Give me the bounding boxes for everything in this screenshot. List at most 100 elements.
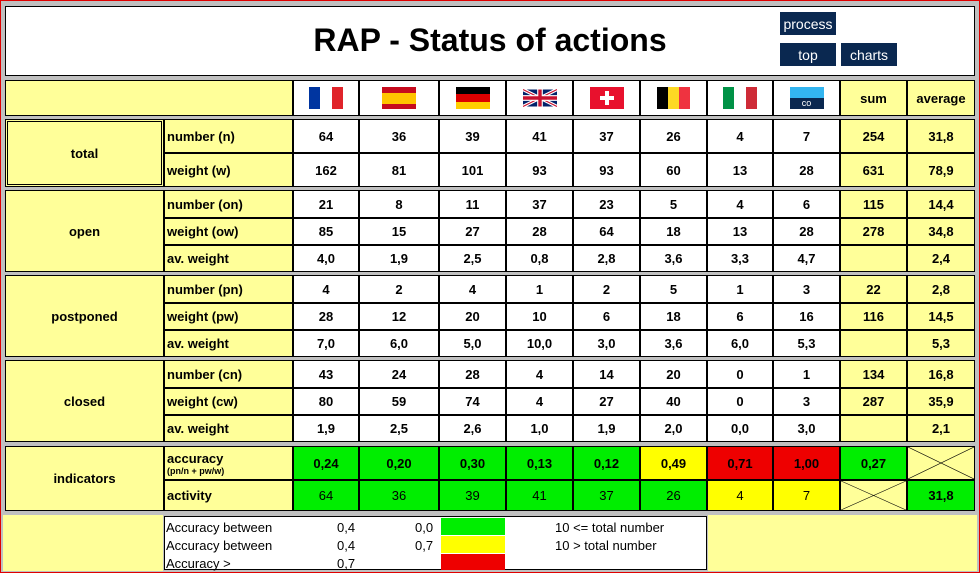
spain-flag-icon bbox=[382, 87, 416, 109]
charts-button[interactable]: charts bbox=[840, 42, 898, 67]
average-cell: 34,8 bbox=[907, 218, 975, 245]
value-cell: 2,8 bbox=[573, 245, 640, 272]
legend-row-b: 0,0 bbox=[415, 520, 434, 535]
flag-header bbox=[640, 80, 707, 116]
value-cell: 28 bbox=[293, 303, 359, 330]
value-cell: 64 bbox=[293, 119, 359, 153]
average-cell: 2,4 bbox=[907, 245, 975, 272]
value-cell: 1,9 bbox=[573, 415, 640, 442]
value-cell: 28 bbox=[773, 218, 840, 245]
legend-swatch-yellow bbox=[441, 536, 505, 553]
value-cell: 27 bbox=[439, 218, 506, 245]
average-cell: 31,8 bbox=[907, 119, 975, 153]
legend-note: 10 > total number bbox=[555, 538, 657, 553]
value-cell: 162 bbox=[293, 153, 359, 187]
value-cell: 4,7 bbox=[773, 245, 840, 272]
value-cell: 28 bbox=[439, 360, 506, 388]
row-label: number (n) bbox=[164, 119, 293, 153]
value-cell: 93 bbox=[506, 153, 573, 187]
value-cell: 7 bbox=[773, 119, 840, 153]
average-header: average bbox=[907, 80, 975, 116]
process-button[interactable]: process bbox=[779, 11, 837, 36]
value-cell: 101 bbox=[439, 153, 506, 187]
value-cell: 2 bbox=[573, 275, 640, 303]
activity-sum-cell bbox=[840, 480, 907, 511]
flag-header bbox=[439, 80, 506, 116]
activity-cell: 4 bbox=[707, 480, 773, 511]
value-cell: 10,0 bbox=[506, 330, 573, 357]
value-cell: 27 bbox=[573, 388, 640, 415]
accuracy-sum-cell: 0,27 bbox=[840, 446, 907, 480]
co-flag-icon: co bbox=[789, 87, 824, 109]
legend-row-a: 0,4 bbox=[337, 520, 356, 535]
value-cell: 6,0 bbox=[707, 330, 773, 357]
value-cell: 3 bbox=[773, 275, 840, 303]
value-cell: 1,9 bbox=[293, 415, 359, 442]
not-applicable-cross bbox=[841, 481, 906, 510]
value-cell: 40 bbox=[640, 388, 707, 415]
value-cell: 3,6 bbox=[640, 245, 707, 272]
value-cell: 2,5 bbox=[359, 415, 439, 442]
legend-row-label: Accuracy between bbox=[166, 538, 273, 553]
row-label: number (cn) bbox=[164, 360, 293, 388]
value-cell: 6 bbox=[573, 303, 640, 330]
accuracy-formula: (pn/n + pw/w) bbox=[167, 465, 225, 476]
sum-cell: 134 bbox=[840, 360, 907, 388]
value-cell: 39 bbox=[439, 119, 506, 153]
legend-left-fill bbox=[3, 515, 163, 571]
accuracy-title: accuracy bbox=[167, 450, 224, 466]
row-label: weight (cw) bbox=[164, 388, 293, 415]
value-cell: 37 bbox=[506, 190, 573, 218]
accuracy-cell: 0,30 bbox=[439, 446, 506, 480]
average-cell: 16,8 bbox=[907, 360, 975, 388]
flag-header bbox=[707, 80, 773, 116]
average-cell: 78,9 bbox=[907, 153, 975, 187]
value-cell: 3,3 bbox=[707, 245, 773, 272]
value-cell: 24 bbox=[359, 360, 439, 388]
value-cell: 0 bbox=[707, 388, 773, 415]
value-cell: 12 bbox=[359, 303, 439, 330]
value-cell: 13 bbox=[707, 218, 773, 245]
group-label-total: total bbox=[5, 119, 164, 187]
top-button[interactable]: top bbox=[779, 42, 837, 67]
flag-header: co bbox=[773, 80, 840, 116]
value-cell: 1 bbox=[707, 275, 773, 303]
average-cell: 14,4 bbox=[907, 190, 975, 218]
value-cell: 93 bbox=[573, 153, 640, 187]
value-cell: 5,0 bbox=[439, 330, 506, 357]
activity-cell: 26 bbox=[640, 480, 707, 511]
value-cell: 2,6 bbox=[439, 415, 506, 442]
value-cell: 8 bbox=[359, 190, 439, 218]
flag-header bbox=[506, 80, 573, 116]
value-cell: 3,6 bbox=[640, 330, 707, 357]
value-cell: 18 bbox=[640, 218, 707, 245]
flag-header bbox=[573, 80, 640, 116]
co-flag-label: co bbox=[789, 98, 824, 109]
row-label: weight (pw) bbox=[164, 303, 293, 330]
value-cell: 80 bbox=[293, 388, 359, 415]
sum-cell: 631 bbox=[840, 153, 907, 187]
average-cell: 2,1 bbox=[907, 415, 975, 442]
legend-right-fill bbox=[708, 515, 977, 571]
average-cell: 14,5 bbox=[907, 303, 975, 330]
accuracy-cell: 0,12 bbox=[573, 446, 640, 480]
value-cell: 4 bbox=[707, 190, 773, 218]
row-label: av. weight bbox=[164, 330, 293, 357]
accuracy-cell: 0,24 bbox=[293, 446, 359, 480]
value-cell: 28 bbox=[773, 153, 840, 187]
value-cell: 1,0 bbox=[506, 415, 573, 442]
accuracy-cell: 0,71 bbox=[707, 446, 773, 480]
row-label: av. weight bbox=[164, 415, 293, 442]
legend: Accuracy between 0,4 0,0 Accuracy betwee… bbox=[164, 516, 707, 571]
value-cell: 11 bbox=[439, 190, 506, 218]
value-cell: 5,3 bbox=[773, 330, 840, 357]
value-cell: 28 bbox=[506, 218, 573, 245]
row-label: number (pn) bbox=[164, 275, 293, 303]
accuracy-cell: 0,49 bbox=[640, 446, 707, 480]
uk-flag-icon bbox=[522, 87, 557, 109]
group-label-postponed: postponed bbox=[5, 275, 164, 357]
activity-cell: 7 bbox=[773, 480, 840, 511]
sum-cell: 22 bbox=[840, 275, 907, 303]
italy-flag-icon bbox=[723, 87, 757, 109]
value-cell: 6 bbox=[773, 190, 840, 218]
